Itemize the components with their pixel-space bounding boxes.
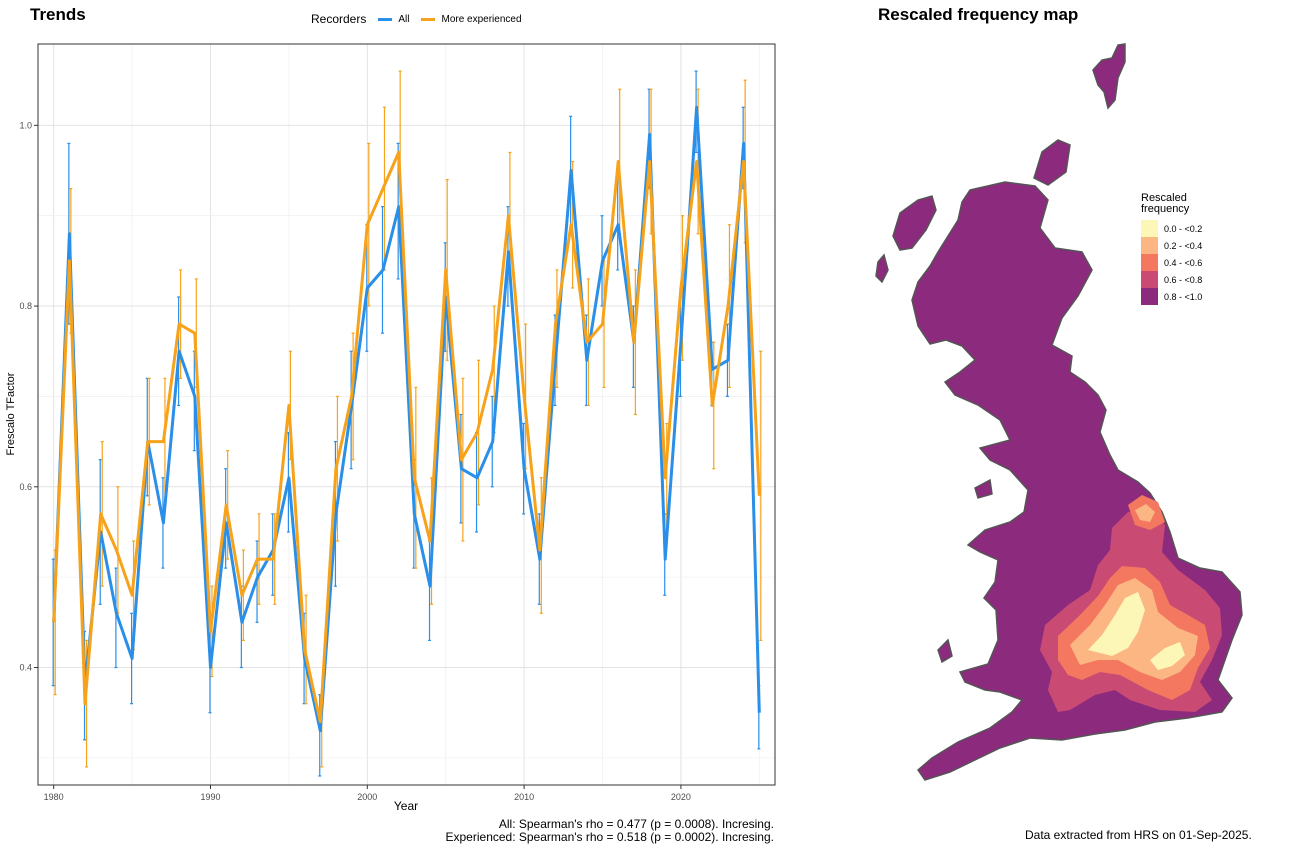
series-line-experienced: [52, 150, 761, 724]
map-legend-item: 0.8 - <1.0: [1141, 288, 1202, 305]
trends-legend: Recorders All More experienced: [311, 12, 522, 26]
legend-swatch-1: [1141, 237, 1158, 254]
map-legend-item: 0.0 - <0.2: [1141, 220, 1202, 237]
trends-title: Trends: [30, 5, 86, 24]
legend-label-2: 0.4 - <0.6: [1164, 257, 1203, 268]
map-isle: [875, 253, 889, 284]
y-tick-label: 0.6: [19, 482, 32, 492]
legend-swatch-3: [1141, 271, 1158, 288]
legend-key-all: [378, 17, 393, 21]
legend-label-4: 0.8 - <1.0: [1164, 291, 1203, 302]
legend-label-experienced: More experienced: [441, 13, 522, 25]
y-tick-label: 1.0: [19, 120, 32, 130]
trends-caption: All: Spearman's rho = 0.477 (p = 0.0008)…: [446, 818, 775, 844]
series-layer: [51, 70, 763, 777]
frequency-map: [875, 43, 1243, 781]
series-all: [51, 70, 761, 777]
legend-key-experienced: [421, 17, 436, 21]
map-legend-item: 0.6 - <0.8: [1141, 271, 1202, 288]
map-title: Rescaled frequency map: [878, 5, 1079, 24]
map-orkney: [1033, 139, 1071, 186]
map-legend-item: 0.4 - <0.6: [1141, 254, 1202, 271]
map-legend-title-1: Rescaled: [1141, 192, 1187, 204]
map-isle-of-man: [974, 478, 993, 499]
plot-frame: [37, 43, 776, 786]
legend-label-all: All: [398, 13, 410, 25]
legend-swatch-0: [1141, 220, 1158, 237]
legend-label-0: 0.0 - <0.2: [1164, 223, 1203, 234]
legend-label-1: 0.2 - <0.4: [1164, 240, 1203, 251]
y-axis-label: Frescalo TFactor: [5, 372, 17, 455]
x-tick-label: 1980: [44, 792, 64, 802]
map-zone-0.0: [1088, 592, 1145, 656]
legend-swatch-4: [1141, 288, 1158, 305]
map-zone-east-b: [1135, 504, 1155, 522]
map-hebrides: [892, 195, 937, 251]
x-tick-label: 2020: [671, 792, 691, 802]
legend-title: Recorders: [311, 12, 367, 26]
map-shetland: [1092, 43, 1126, 110]
x-tick-label: 2010: [514, 792, 534, 802]
y-tick-label: 0.4: [19, 663, 32, 673]
series-line-all: [52, 105, 761, 733]
legend-swatch-2: [1141, 254, 1158, 271]
x-axis-label: Year: [394, 799, 418, 813]
x-tick-label: 2000: [357, 792, 377, 802]
map-legend-title-2: frequency: [1141, 203, 1190, 215]
trends-chart: 1980 1990 2000 2010 2020 0.4 0.6 0.8 1.0 Year Fr…: [5, 43, 776, 813]
grid-lines: [38, 44, 775, 785]
y-tick-label: 0.8: [19, 301, 32, 311]
caption-line-experienced: Experienced: Spearman's rho = 0.518 (p =…: [445, 830, 775, 844]
map-anglesey: [937, 638, 953, 664]
legend-label-3: 0.6 - <0.8: [1164, 274, 1203, 285]
x-tick-label: 1990: [200, 792, 220, 802]
map-legend-item: 0.2 - <0.4: [1141, 237, 1202, 254]
map-zone-0.0-b: [1150, 642, 1185, 670]
map-legend: Rescaled frequency 0.0 - <0.2 0.2 - <0.4…: [1141, 193, 1202, 305]
map-footer: Data extracted from HRS on 01-Sep-2025.: [1025, 828, 1252, 842]
caption-line-all: All: Spearman's rho = 0.477 (p = 0.0008)…: [498, 817, 774, 831]
axis-layer: 1980 1990 2000 2010 2020 0.4 0.6 0.8 1.0: [19, 120, 690, 802]
